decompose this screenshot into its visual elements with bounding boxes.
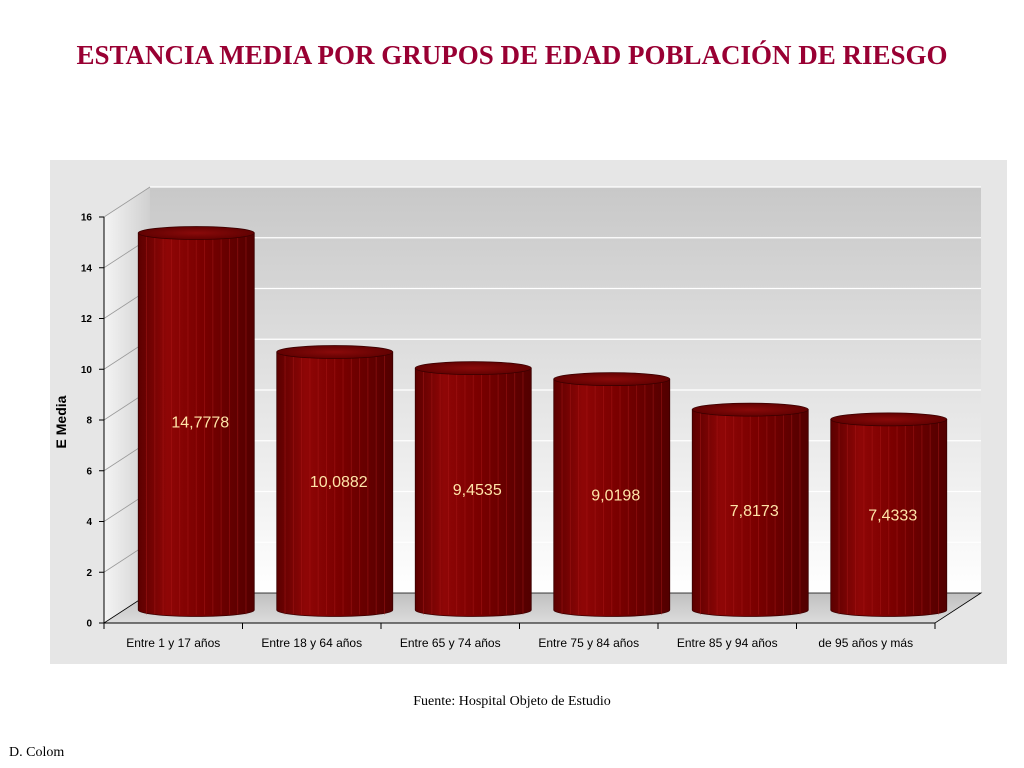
bar — [691, 402, 809, 617]
bar-body — [691, 409, 809, 617]
x-tick-label: Entre 18 y 64 años — [261, 636, 362, 650]
bar-cap — [553, 372, 671, 387]
x-tick-label: de 95 años y más — [818, 636, 913, 650]
y-tick-label: 8 — [86, 416, 92, 427]
bar — [276, 345, 394, 617]
bar — [137, 226, 255, 617]
author-credit: D. Colom — [9, 745, 65, 760]
bar-cap — [414, 361, 532, 376]
bar-body — [830, 418, 948, 617]
y-tick-label: 10 — [81, 365, 93, 376]
bar — [830, 412, 948, 617]
bar-body — [276, 351, 394, 617]
bar-chart: 0 2 4 6 8 10 12 14 16 Entre 1 y 17 años Entre 18 y… — [53, 186, 983, 650]
y-tick-label: 12 — [81, 314, 93, 325]
bar-body — [553, 378, 671, 617]
bar-cap — [137, 226, 255, 240]
gridline-side — [103, 186, 151, 218]
y-tick-label: 0 — [86, 619, 92, 630]
y-axis-title: E Media — [53, 395, 69, 448]
data-label: 9,4535 — [453, 482, 502, 499]
chart-panel: 0 2 4 6 8 10 12 14 16 Entre 1 y 17 años Entre 18 y… — [50, 160, 1007, 664]
y-tick-label: 14 — [81, 263, 93, 274]
x-tick-label: Entre 1 y 17 años — [126, 636, 220, 650]
data-label: 7,4333 — [868, 508, 917, 525]
source-note: Fuente: Hospital Objeto de Estudio — [413, 694, 611, 709]
bar — [553, 372, 671, 617]
bar-body — [414, 367, 532, 617]
bar-cap — [276, 345, 394, 359]
bar-cap — [691, 402, 809, 417]
x-tick-label: Entre 85 y 94 años — [677, 636, 778, 650]
y-tick-label: 4 — [86, 517, 92, 528]
bar-body — [137, 232, 255, 617]
y-tick-label: 16 — [81, 213, 93, 224]
slide-title: ESTANCIA MEDIA POR GRUPOS DE EDAD POBLAC… — [76, 40, 948, 70]
data-label: 10,0882 — [310, 474, 368, 491]
bar — [414, 361, 532, 617]
y-tick-label: 6 — [86, 466, 92, 477]
data-label: 9,0198 — [591, 488, 640, 505]
x-tick-label: Entre 65 y 74 años — [400, 636, 501, 650]
data-label: 14,7778 — [171, 415, 229, 432]
y-tick-label: 2 — [86, 568, 92, 579]
data-label: 7,8173 — [730, 503, 779, 520]
x-tick-label: Entre 75 y 84 años — [538, 636, 639, 650]
bar-cap — [830, 412, 948, 427]
